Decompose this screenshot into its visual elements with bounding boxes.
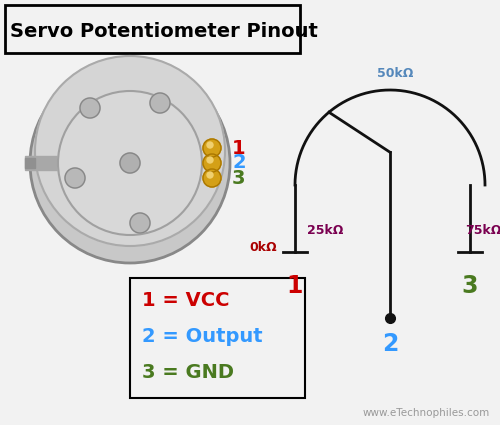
Circle shape [203, 154, 221, 172]
Text: 75kΩ: 75kΩ [465, 224, 500, 236]
Text: 0kΩ: 0kΩ [250, 241, 277, 253]
Circle shape [58, 91, 202, 235]
Text: 3: 3 [462, 274, 478, 298]
Bar [25, 156, 83, 170]
Circle shape [120, 153, 140, 173]
FancyBboxPatch shape [5, 5, 300, 53]
Bar [25, 158, 35, 168]
Text: 2 = Output: 2 = Output [142, 326, 262, 346]
Text: 2: 2 [382, 332, 398, 356]
Circle shape [65, 168, 85, 188]
Circle shape [150, 93, 170, 113]
Text: www.eTechnophiles.com: www.eTechnophiles.com [363, 408, 490, 418]
Text: 25kΩ: 25kΩ [307, 224, 344, 236]
Text: 3 = GND: 3 = GND [142, 363, 234, 382]
Text: 1: 1 [232, 139, 245, 158]
FancyBboxPatch shape [130, 278, 305, 398]
Circle shape [207, 157, 213, 163]
Text: 50kΩ: 50kΩ [377, 67, 413, 80]
Circle shape [207, 172, 213, 178]
Text: 2: 2 [232, 153, 245, 173]
Circle shape [130, 213, 150, 233]
Circle shape [203, 139, 221, 157]
Circle shape [203, 169, 221, 187]
Text: 1: 1 [287, 274, 303, 298]
Circle shape [30, 63, 230, 263]
Text: 3: 3 [232, 168, 245, 187]
Circle shape [80, 98, 100, 118]
Text: Servo Potentiometer Pinout: Servo Potentiometer Pinout [10, 22, 318, 40]
Circle shape [35, 56, 225, 246]
Circle shape [207, 142, 213, 148]
Text: 1 = VCC: 1 = VCC [142, 291, 230, 309]
